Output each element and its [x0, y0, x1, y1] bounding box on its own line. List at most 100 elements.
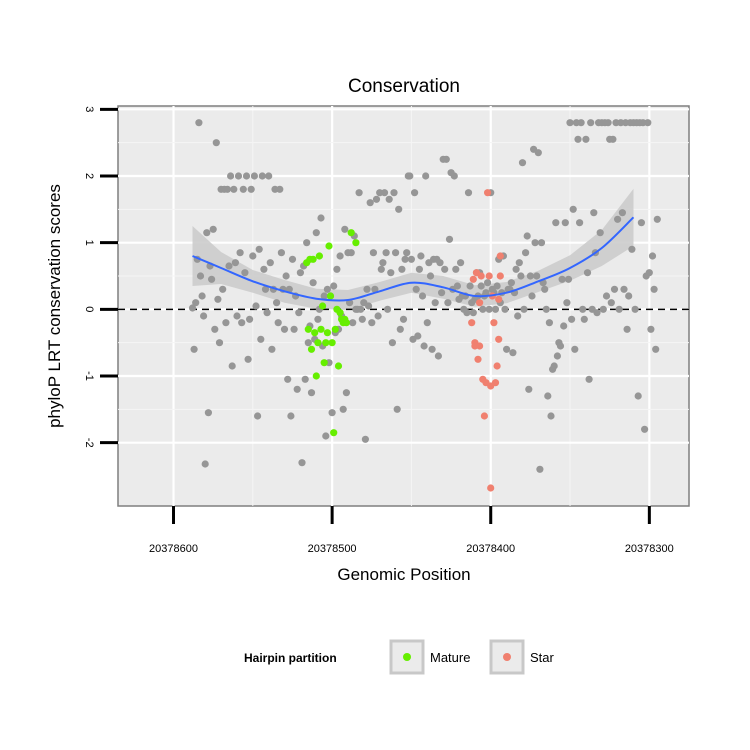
point-other [525, 385, 533, 393]
point-other [545, 319, 554, 327]
point-other [599, 305, 607, 313]
point-star [496, 272, 504, 280]
point-star [495, 335, 503, 343]
point-star [487, 484, 495, 492]
point-other [445, 235, 454, 243]
y-axis: -2 -1 0 1 2 3 [83, 106, 118, 448]
point-other [223, 185, 231, 193]
point-other [580, 315, 588, 323]
point-other [491, 305, 500, 313]
point-other [230, 185, 238, 193]
point-other [547, 412, 555, 420]
point-other [284, 375, 292, 383]
point-star [493, 362, 501, 370]
point-other [618, 209, 627, 217]
point-other [503, 345, 511, 353]
point-other [276, 185, 284, 193]
point-other [323, 285, 331, 293]
point-other [260, 265, 268, 273]
point-other [393, 405, 401, 413]
point-other [531, 239, 539, 247]
point-other [442, 155, 450, 163]
point-other [647, 325, 655, 333]
point-other [341, 225, 349, 233]
point-other [401, 255, 409, 263]
point-other [190, 345, 198, 353]
point-other [566, 119, 574, 127]
point-other [418, 292, 427, 300]
point-other [330, 282, 338, 290]
point-other [280, 325, 289, 333]
point-other [493, 282, 501, 290]
y-tick-label: -1 [83, 371, 95, 381]
point-other [234, 172, 243, 180]
point-other [395, 205, 403, 213]
legend-label-star: Star [530, 650, 555, 665]
point-star [479, 375, 487, 383]
point-other [412, 285, 420, 293]
point-star [476, 299, 484, 307]
point-other [628, 245, 636, 253]
y-tick-label: -2 [83, 438, 95, 448]
point-other [399, 315, 408, 323]
point-other [477, 282, 485, 290]
x-tick-label: 20378600 [149, 543, 198, 555]
point-other [252, 302, 260, 310]
point-mature [307, 345, 316, 353]
point-other [542, 305, 550, 313]
point-other [339, 405, 347, 413]
point-other [233, 312, 241, 320]
point-other [423, 319, 431, 327]
point-other [509, 349, 517, 357]
y-tick-label: 1 [83, 240, 95, 246]
point-other [204, 409, 212, 417]
point-other [450, 172, 458, 180]
point-other [484, 279, 492, 287]
point-other [428, 345, 436, 353]
data-points [188, 119, 661, 492]
point-other [563, 299, 571, 307]
point-other [479, 305, 487, 313]
point-other [385, 195, 393, 203]
point-other [571, 345, 579, 353]
point-star [468, 319, 476, 327]
point-other [609, 135, 617, 143]
point-mature [338, 315, 346, 323]
point-other [623, 325, 631, 333]
x-axis: 20378600 20378500 20378400 20378300 [149, 506, 674, 555]
point-other [320, 292, 328, 300]
smooth-confidence-ribbon [192, 188, 634, 310]
point-other [614, 215, 622, 223]
point-other [377, 265, 385, 273]
point-other [534, 149, 542, 157]
point-other [222, 319, 230, 327]
legend-dot-star [503, 653, 511, 661]
point-star [474, 355, 482, 363]
point-mature [311, 329, 319, 337]
y-axis-title: phyloP LRT conservation scores [45, 184, 64, 428]
point-star [496, 252, 504, 260]
point-other [593, 309, 601, 317]
point-other [365, 302, 373, 310]
point-other [590, 209, 598, 217]
y-tick-label: 0 [83, 306, 95, 312]
point-other [317, 214, 325, 222]
point-other [607, 299, 615, 307]
point-other [512, 265, 520, 273]
point-other [273, 299, 281, 307]
point-other [553, 352, 562, 360]
point-other [355, 189, 363, 197]
point-other [414, 332, 422, 340]
point-other [219, 285, 227, 293]
smooth-fit-line [192, 216, 635, 302]
point-other [431, 299, 439, 307]
point-mature [328, 339, 336, 347]
point-other [203, 229, 211, 237]
point-other [523, 232, 531, 240]
point-other [200, 312, 208, 320]
point-other [615, 305, 623, 313]
point-other [208, 275, 216, 283]
point-other [466, 282, 474, 290]
point-other [645, 269, 653, 277]
point-other [596, 229, 604, 237]
